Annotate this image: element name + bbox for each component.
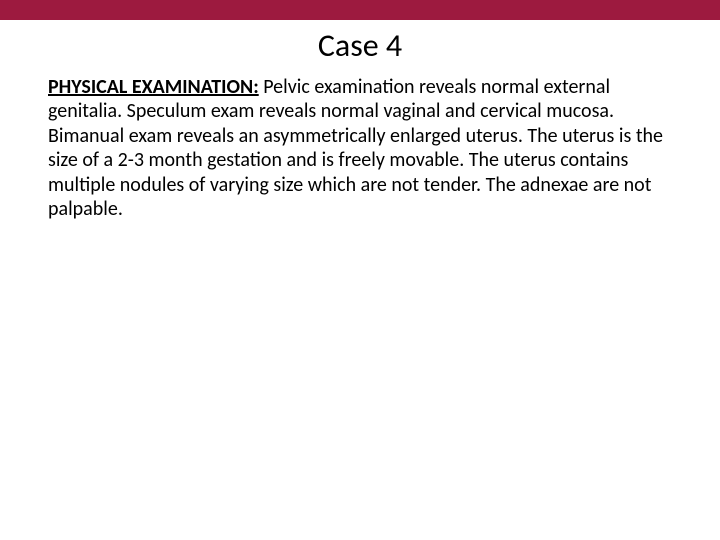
- slide-title: Case 4: [318, 26, 402, 65]
- top-accent-bar: [0, 0, 720, 20]
- body-paragraph: PHYSICAL EXAMINATION: Pelvic examination…: [48, 75, 672, 221]
- content-area: PHYSICAL EXAMINATION: Pelvic examination…: [0, 75, 720, 221]
- section-label: PHYSICAL EXAMINATION:: [48, 75, 259, 99]
- title-area: Case 4: [0, 20, 720, 75]
